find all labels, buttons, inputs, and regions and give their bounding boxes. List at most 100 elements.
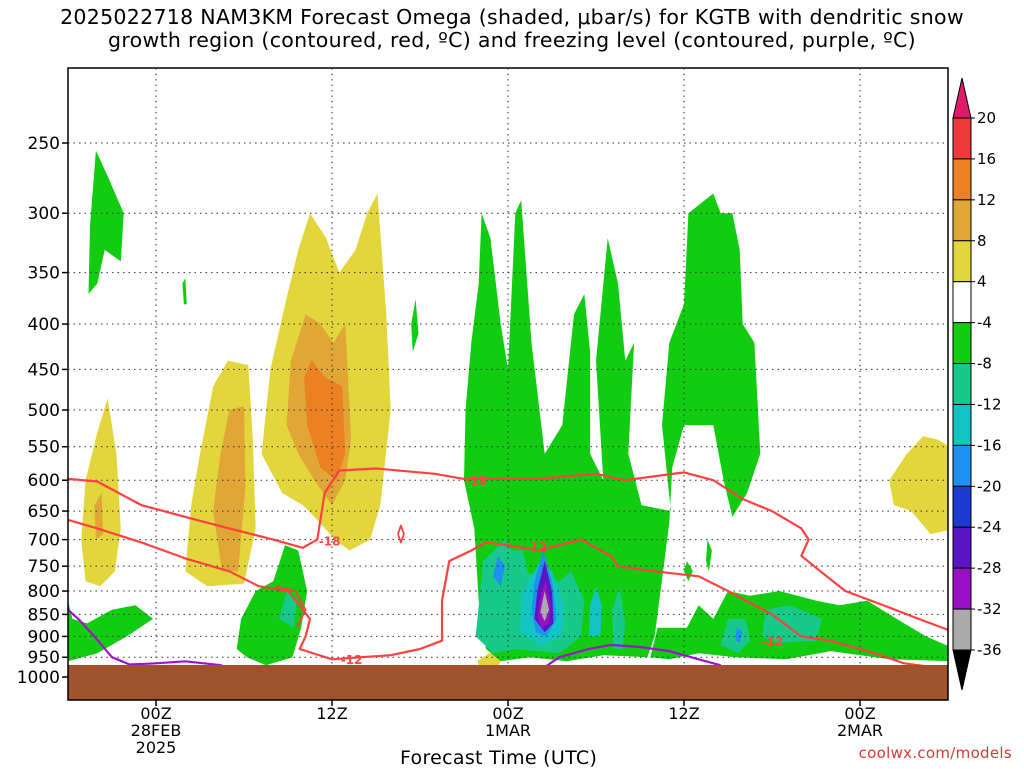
- x-tick-label-3-0: 12Z: [668, 704, 699, 723]
- colorbar-bottom-triangle: [952, 649, 972, 691]
- colorbar-segment-3: [952, 240, 972, 283]
- colorbar-segment-5: [952, 322, 972, 365]
- colorbar-segment-12: [952, 608, 972, 651]
- y-tick-label-600: 600: [28, 471, 60, 491]
- y-tick-label-550: 550: [28, 438, 60, 458]
- colorbar-label-3: 8: [977, 232, 987, 250]
- teal-left-mid: [279, 591, 297, 628]
- x-tick-label-2-1: 1MAR: [485, 721, 531, 740]
- title-line-2: growth region (contoured, red, ºC) and f…: [108, 28, 916, 52]
- green-small-1: [182, 278, 187, 305]
- contour-dendritic-12: [68, 518, 934, 669]
- contour-label-2: -12: [526, 540, 548, 554]
- x-tick-label-0-0: 00Z: [140, 704, 171, 723]
- colorbar-segment-8: [952, 444, 972, 487]
- omega-shading: [68, 150, 948, 668]
- chart-title: 2025022718 NAM3KM Forecast Omega (shaded…: [0, 6, 1024, 52]
- yellow-right-region: [889, 436, 948, 535]
- ground-surface: [68, 665, 948, 700]
- y-tick-label-450: 450: [28, 360, 60, 380]
- y-tick-label-350: 350: [28, 264, 60, 284]
- colorbar: 20 16 12 8 4 -4 -8 -12 -16 -20 -24 -28 -32 -36: [952, 77, 1002, 691]
- credit-link[interactable]: coolwx.com/models: [858, 744, 1012, 762]
- x-tick-label-2-0: 00Z: [492, 704, 523, 723]
- contour-label-1: -18: [465, 474, 487, 488]
- y-tick-label-850: 850: [28, 605, 60, 625]
- x-tick-label-0-1: 28FEB: [131, 721, 182, 740]
- colorbar-label-0: 20: [977, 109, 996, 127]
- green-left-upper: [88, 150, 124, 294]
- title-line-1: 2025022718 NAM3KM Forecast Omega (shaded…: [60, 5, 964, 29]
- y-tick-label-650: 650: [28, 502, 60, 522]
- contour-label-text-1: -18: [465, 474, 487, 488]
- colorbar-segment-9: [952, 485, 972, 528]
- colorbar-segment-6: [952, 363, 972, 405]
- plot-area: -18 -18 -12 -12 -12: [68, 68, 948, 700]
- y-tick-label-500: 500: [28, 401, 60, 421]
- y-tick-label-750: 750: [28, 557, 60, 577]
- colorbar-segment-2: [952, 199, 972, 242]
- colorbar-label-12: -32: [977, 600, 1002, 618]
- contour-label-text-2: -12: [526, 540, 548, 554]
- colorbar-top-triangle: [952, 77, 972, 119]
- green-center-plume: [464, 193, 761, 662]
- x-tick-label-4-1: 2MAR: [837, 721, 883, 740]
- x-tick-label-1-0: 12Z: [316, 704, 347, 723]
- cyan-small-1: [588, 586, 602, 637]
- colorbar-label-7: -12: [977, 395, 1002, 413]
- colorbar-label-8: -16: [977, 436, 1002, 454]
- colorbar-label-6: -8: [977, 355, 992, 373]
- colorbar-label-4: 4: [977, 273, 987, 291]
- x-axis-label: Forecast Time (UTC): [400, 747, 598, 769]
- y-tick-label-950: 950: [28, 648, 60, 668]
- y-tick-label-1000: 1000: [17, 668, 60, 688]
- x-tick-label-0-2: 2025: [136, 738, 177, 757]
- contour-small: [397, 524, 405, 544]
- teal-small-1: [612, 586, 626, 649]
- contour-freezing-right: [544, 643, 721, 669]
- colorbar-segment-10: [952, 526, 972, 569]
- teal-right-1: [720, 618, 750, 654]
- colorbar-label-11: -28: [977, 559, 1002, 577]
- green-small-2: [411, 299, 419, 352]
- blue-small-center: [493, 555, 506, 587]
- contour-label-text-3: -12: [341, 653, 363, 667]
- contour-label-3: -12: [341, 653, 363, 667]
- contour-label-0: -18: [319, 534, 341, 548]
- teal-right-2: [761, 605, 822, 643]
- contour-label-text-4: -12: [762, 635, 784, 649]
- orange-dark-region: [304, 360, 346, 481]
- grid-lines: [68, 68, 948, 700]
- colorbar-label-9: -20: [977, 477, 1002, 495]
- gray-core: [540, 591, 550, 622]
- y-tick-label-900: 900: [28, 627, 60, 647]
- colorbar-segment-0: [952, 117, 972, 160]
- contour-dendritic-18: [68, 467, 948, 632]
- colorbar-label-5: -4: [977, 314, 992, 332]
- y-tick-label-300: 300: [28, 204, 60, 224]
- contour-freezing-left: [68, 608, 223, 667]
- colorbar-label-13: -36: [977, 641, 1002, 659]
- colorbar-label-2: 12: [977, 191, 996, 209]
- colorbar-segment-11: [952, 567, 972, 610]
- contour-label-text-0: -18: [319, 534, 341, 548]
- green-right-dot2: [706, 539, 712, 572]
- colorbar-label-10: -24: [977, 518, 1002, 536]
- contours: -18 -18 -12 -12 -12: [68, 467, 948, 669]
- colorbar-segment-1: [952, 158, 972, 201]
- contour-left-mid: [276, 585, 307, 629]
- green-left-bottom: [68, 600, 154, 662]
- x-tick-label-4-0: 00Z: [844, 704, 875, 723]
- colorbar-segment-4: [952, 281, 972, 324]
- contour-label-4: -12: [762, 635, 784, 649]
- y-tick-label-400: 400: [28, 315, 60, 335]
- y-tick-label-700: 700: [28, 531, 60, 551]
- green-left-mid: [236, 545, 308, 666]
- y-tick-label-800: 800: [28, 582, 60, 602]
- colorbar-label-1: 16: [977, 150, 996, 168]
- y-tick-label-250: 250: [28, 134, 60, 154]
- blue-right-small: [735, 627, 743, 643]
- colorbar-segment-7: [952, 403, 972, 446]
